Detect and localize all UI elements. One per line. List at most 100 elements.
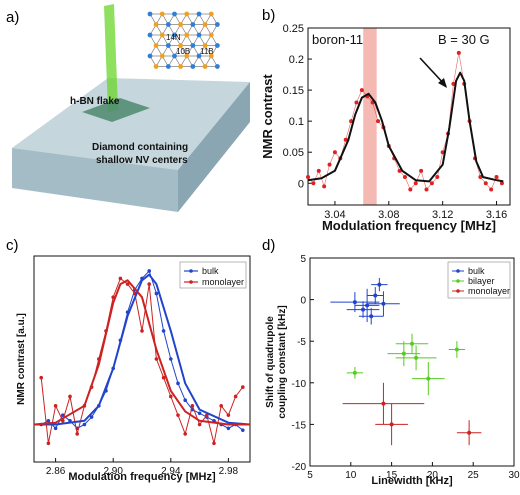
y-tick-label: -5: [297, 337, 306, 348]
bulk-data-point: [169, 357, 173, 361]
x-tick-label: 3.04: [324, 209, 345, 221]
monolayer-data-point: [147, 282, 151, 286]
y-tick-label: 0.15: [283, 85, 304, 97]
monolayer-data-point: [118, 276, 123, 281]
nitrogen-atom: [196, 11, 202, 17]
legend-label-monolayer: monolayer: [468, 286, 510, 296]
data-point: [435, 175, 440, 180]
boron-atom: [159, 32, 165, 38]
monolayer-data-point: [212, 441, 216, 446]
bilayer-data-point: [426, 376, 431, 381]
highlight-band: [363, 28, 377, 205]
y-tick-label: 0: [300, 296, 306, 307]
y-tick-label: -15: [292, 420, 307, 431]
boron-atom: [202, 64, 208, 69]
monolayer-data-point: [389, 422, 394, 427]
atom-label-b11: 11B: [200, 47, 214, 56]
bulk-data-point: [147, 269, 151, 273]
monolayer-data-point: [190, 404, 195, 408]
substrate-label-1: Diamond containing: [92, 142, 188, 153]
legend-label-bilayer: bilayer: [468, 276, 495, 286]
nitrogen-atom: [190, 43, 196, 48]
panel-label-a: a): [6, 9, 19, 26]
x-tick-label: 5: [307, 470, 313, 481]
monolayer-data-point: [154, 357, 159, 361]
bulk-data-point: [161, 329, 166, 333]
bulk-data-point: [226, 426, 231, 431]
nitrogen-atom: [172, 11, 177, 17]
nitrogen-atom: [172, 53, 177, 59]
monolayer-data-point: [53, 404, 58, 408]
data-point: [456, 50, 461, 55]
bulk-data-point: [154, 291, 159, 296]
data-point: [343, 137, 348, 142]
legend-marker-bulk: [189, 269, 193, 273]
boron-atom: [208, 32, 214, 38]
y-axis-label: NMR contrast: [260, 74, 275, 159]
data-point: [483, 181, 488, 186]
y-axis-label-line2: coupling constant [kHz]: [277, 305, 288, 418]
boron-atom: [208, 11, 214, 17]
fit-curve: [307, 71, 504, 183]
data-point: [316, 168, 321, 173]
data-point: [327, 162, 332, 167]
boron-atom: [184, 11, 190, 17]
data-point: [478, 175, 483, 180]
legend-marker-bilayer: [456, 279, 460, 283]
x-tick-label: 3.08: [378, 209, 399, 221]
boron-atom: [202, 43, 208, 48]
chart-d-axes-frame: [309, 257, 515, 467]
bilayer-data-point: [352, 370, 357, 375]
legend-marker-bulk: [456, 269, 460, 273]
bilayer-data-point: [454, 347, 459, 352]
boron-atom: [184, 32, 190, 38]
bulk-data-point: [241, 428, 245, 432]
y-tick-label: 0.05: [283, 147, 304, 159]
data-point: [413, 181, 418, 186]
monolayer-series-line: [40, 278, 244, 444]
annotation-arrow-head: [438, 78, 447, 88]
data-connector-line: [307, 52, 503, 191]
data-point: [332, 150, 337, 155]
monolayer-fit-curve: [33, 279, 250, 426]
x-axis-label: Modulation frequency [MHz]: [68, 471, 216, 483]
data-point: [376, 119, 381, 124]
y-tick-label: 0.2: [289, 54, 304, 66]
boron-atom: [153, 43, 159, 48]
bilayer-data-point: [414, 355, 419, 360]
monolayer-data-point: [75, 432, 79, 436]
bulk-fit-curve: [34, 273, 251, 426]
nitrogen-atom: [190, 22, 196, 27]
chart-b: 3.04 3.08 3.12 3.16 0 0.05 0.1 0.15 0.2 0.25 Modul…: [260, 23, 511, 233]
bulk-data-point: [183, 398, 187, 403]
monolayer-data-point: [219, 404, 223, 408]
monolayer-data-point: [241, 385, 245, 389]
data-point: [489, 187, 494, 192]
nitrogen-atom: [214, 43, 220, 48]
nitrogen-atom: [196, 32, 202, 38]
data-point: [397, 168, 402, 173]
chart-d: 5 10 15 20 25 30 -20 -15 -10 -5 0 5 bulkbilayermonol…: [265, 254, 520, 487]
hbn-flake: [82, 98, 150, 122]
annotation-boron-11: boron-11: [312, 32, 363, 47]
boron-atom: [153, 64, 159, 69]
substrate-top: [12, 78, 250, 170]
nitrogen-atom: [190, 64, 196, 69]
nitrogen-atom: [147, 32, 153, 38]
annotation-field: B = 30 G: [438, 32, 490, 47]
laser-beam: [104, 4, 118, 112]
substrate-side: [178, 82, 250, 212]
data-point: [419, 168, 424, 173]
boron-atom: [159, 11, 165, 17]
data-point: [354, 100, 359, 105]
bulk-data-point: [82, 422, 87, 427]
boron-atom: [159, 53, 165, 59]
bulk-data-point: [176, 381, 180, 386]
y-tick-label: 5: [300, 254, 306, 265]
substrate-front: [12, 148, 178, 212]
nitrogen-atom: [165, 22, 171, 27]
y-tick-label: 0.25: [283, 23, 304, 35]
boron-atom: [208, 53, 214, 59]
x-tick-label: 3.16: [486, 209, 507, 221]
